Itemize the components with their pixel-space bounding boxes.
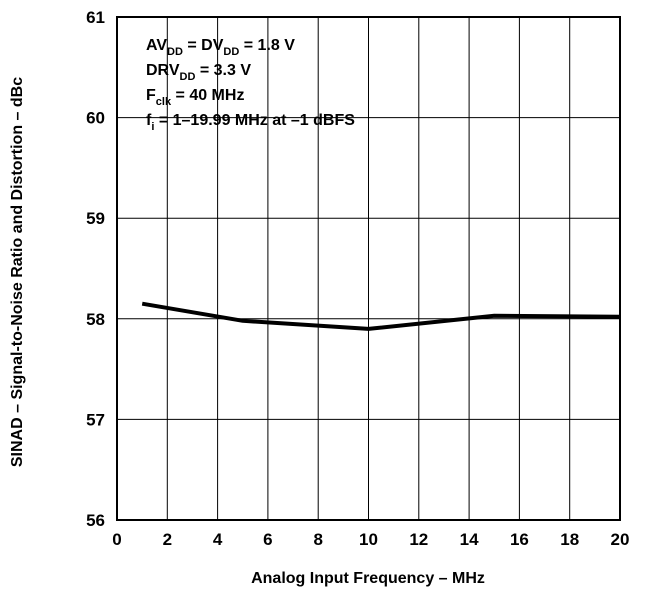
annotation-text: = 40 MHz	[171, 87, 244, 104]
y-tick-label: 60	[86, 109, 105, 128]
annotation-line: fi = 1–19.99 MHz at –1 dBFS	[146, 112, 355, 133]
annotation-subscript: DD	[167, 46, 183, 58]
annotation-text: DRV	[146, 62, 180, 79]
annotation-subscript: i	[151, 121, 154, 133]
x-tick-label: 10	[359, 530, 378, 549]
annotation-text: = 1.8 V	[239, 37, 295, 54]
y-axis-label: SINAD – Signal-to-Noise Ratio and Distor…	[9, 77, 26, 467]
series-layer	[141, 301, 621, 331]
x-tick-label: 0	[112, 530, 121, 549]
annotation-line: AVDD = DVDD = 1.8 V	[146, 37, 295, 58]
x-tick-label: 8	[313, 530, 322, 549]
x-tick-labels: 0 2 4 6 8 10 12 14 16 18 20	[112, 530, 629, 549]
annotation-text: = 3.3 V	[195, 62, 251, 79]
x-tick-label: 14	[460, 530, 479, 549]
x-tick-label: 12	[409, 530, 428, 549]
x-tick-label: 6	[263, 530, 272, 549]
y-tick-label: 58	[86, 310, 105, 329]
x-tick-label: 16	[510, 530, 529, 549]
annotation-text: f	[146, 112, 152, 129]
annotation-text: F	[146, 87, 156, 104]
x-axis-label: Analog Input Frequency – MHz	[251, 570, 485, 587]
annotation-subscript: DD	[180, 71, 196, 83]
y-tick-label: 56	[86, 511, 105, 530]
annotation-line: Fclk = 40 MHz	[146, 87, 244, 108]
annotation-text: = 1–19.99 MHz at –1 dBFS	[154, 112, 355, 129]
grid-lines	[117, 17, 620, 520]
y-tick-label: 59	[86, 209, 105, 228]
y-tick-label: 57	[86, 410, 105, 429]
x-tick-label: 20	[611, 530, 630, 549]
x-tick-label: 2	[163, 530, 172, 549]
y-tick-labels: 56 57 58 59 60 61	[86, 8, 105, 530]
annotation-line: DRVDD = 3.3 V	[146, 62, 251, 83]
plot-frame	[116, 16, 621, 521]
x-tick-label: 18	[560, 530, 579, 549]
y-tick-label: 61	[86, 8, 105, 27]
annotation-text: AV	[146, 37, 167, 54]
annotation-text: = DV	[183, 37, 224, 54]
x-tick-label: 4	[213, 530, 223, 549]
annotation-subscript: DD	[223, 46, 239, 58]
annotation-subscript: clk	[156, 96, 172, 108]
series-line	[141, 301, 621, 331]
